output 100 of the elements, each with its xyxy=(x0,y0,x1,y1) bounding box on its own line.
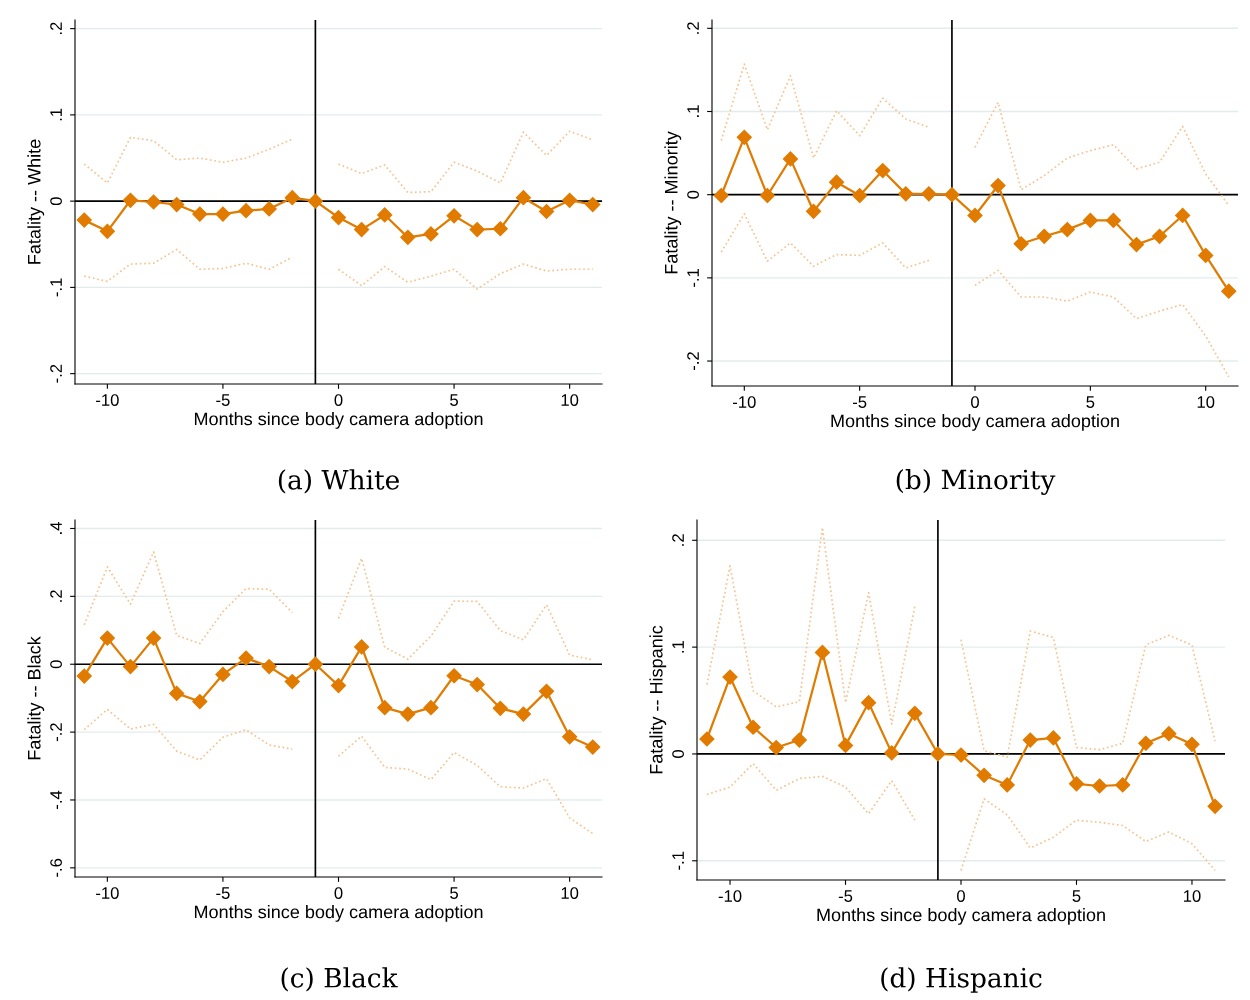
y-tick-label: 0 xyxy=(50,660,62,669)
point xyxy=(944,187,960,203)
x-tick-label: 0 xyxy=(334,887,343,899)
point xyxy=(538,203,555,220)
y-tick-label: .2 xyxy=(50,22,62,35)
point xyxy=(953,747,969,763)
point xyxy=(585,739,601,755)
point xyxy=(307,656,323,672)
point xyxy=(538,683,555,699)
point xyxy=(1198,247,1214,263)
point xyxy=(469,677,485,693)
point xyxy=(921,186,937,202)
point xyxy=(1092,778,1108,794)
point xyxy=(284,673,300,690)
x-tick-label: 5 xyxy=(1086,396,1095,408)
y-tick-label: 0 xyxy=(50,197,62,206)
point xyxy=(99,223,115,239)
point xyxy=(423,700,439,716)
point xyxy=(307,193,323,209)
y-tick-label: -.2 xyxy=(50,723,62,742)
x-tick-label: -10 xyxy=(732,396,756,408)
y-axis-title: Fatality -- Minority xyxy=(664,131,682,274)
point xyxy=(1115,777,1131,793)
point xyxy=(169,685,185,701)
y-tick-label: .2 xyxy=(687,22,699,34)
point xyxy=(768,739,784,756)
point xyxy=(492,700,508,716)
x-axis-title: Months since body camera adoption xyxy=(831,414,1119,431)
point xyxy=(1036,228,1052,244)
point xyxy=(354,639,370,655)
y-tick-label: -.1 xyxy=(672,851,684,870)
point xyxy=(122,192,139,208)
point xyxy=(852,187,868,204)
point xyxy=(967,207,983,224)
x-tick-label: -10 xyxy=(96,887,119,899)
x-tick-label: 0 xyxy=(334,394,343,406)
point xyxy=(1045,730,1061,746)
x-axis-title: Months since body camera adoption xyxy=(194,412,483,429)
point xyxy=(976,767,992,783)
point xyxy=(829,174,845,190)
x-tick-label: -5 xyxy=(852,396,867,408)
point xyxy=(562,729,578,745)
point xyxy=(1013,236,1029,252)
point xyxy=(699,731,715,747)
point xyxy=(722,669,738,685)
point xyxy=(400,706,416,722)
point xyxy=(1128,237,1145,253)
point xyxy=(999,777,1015,793)
y-tick-label: -.4 xyxy=(50,790,62,809)
text: (c) Black xyxy=(281,967,398,992)
x-tick-label: -5 xyxy=(216,887,230,899)
x-tick-label: 5 xyxy=(1072,890,1081,902)
point xyxy=(400,229,416,245)
point xyxy=(1059,222,1075,238)
point xyxy=(215,666,231,682)
point xyxy=(930,746,946,762)
point xyxy=(861,695,877,711)
point xyxy=(146,194,162,210)
point xyxy=(215,206,231,222)
point xyxy=(1184,736,1200,752)
point xyxy=(562,192,578,208)
point xyxy=(745,719,761,735)
text: (a) White xyxy=(278,469,399,494)
y-tick-label: .4 xyxy=(50,522,62,534)
point xyxy=(330,209,347,226)
point xyxy=(1138,735,1154,751)
point xyxy=(492,221,508,237)
point xyxy=(377,700,393,716)
point xyxy=(446,668,462,684)
x-tick-label: 5 xyxy=(450,394,459,406)
point xyxy=(169,197,185,213)
point xyxy=(1022,732,1038,748)
point xyxy=(377,207,393,223)
point xyxy=(423,226,439,242)
y-tick-label: .1 xyxy=(672,640,684,653)
text: (d) Hispanic xyxy=(881,967,1042,993)
x-tick-label: 0 xyxy=(971,396,979,408)
y-tick-label: -.2 xyxy=(50,364,62,383)
y-tick-label: .2 xyxy=(50,590,62,602)
point xyxy=(898,186,914,202)
y-tick-label: 0 xyxy=(687,190,699,199)
point xyxy=(837,737,854,753)
x-tick-label: 10 xyxy=(1197,396,1215,408)
point xyxy=(515,706,531,722)
x-tick-label: -5 xyxy=(838,890,853,902)
point xyxy=(238,650,254,666)
y-tick-label: .2 xyxy=(672,534,684,546)
x-tick-label: -5 xyxy=(216,394,230,406)
point xyxy=(330,678,347,694)
x-tick-label: 10 xyxy=(561,394,579,406)
point xyxy=(782,151,799,167)
x-tick-label: -10 xyxy=(96,394,119,406)
point xyxy=(1151,228,1168,244)
point xyxy=(469,222,485,238)
y-tick-label: -.2 xyxy=(687,352,699,371)
point xyxy=(814,644,830,661)
x-tick-label: 10 xyxy=(1183,890,1201,902)
x-tick-label: 10 xyxy=(561,887,579,899)
y-tick-label: .1 xyxy=(687,105,699,117)
point xyxy=(884,745,900,761)
